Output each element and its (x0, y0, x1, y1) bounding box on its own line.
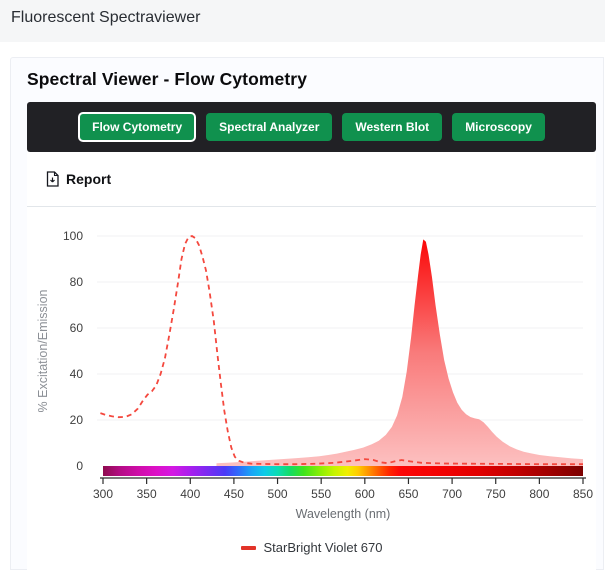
chart-gridlines (97, 235, 583, 421)
spectra-chart[interactable]: 300 350 400 450 500 550 600 650 700 750 800 850 0 20… (27, 215, 598, 527)
nav-button-western-blot[interactable]: Western Blot (342, 113, 443, 141)
chart-legend: StarBright Violet 670 (27, 540, 596, 555)
nav-button-microscopy[interactable]: Microscopy (452, 113, 545, 141)
y-tick-label: 60 (70, 321, 84, 335)
x-tick-label: 550 (311, 487, 331, 501)
file-download-icon (46, 171, 59, 187)
x-axis: 300 350 400 450 500 550 600 650 700 750 800 850 (93, 477, 593, 501)
y-tick-label: 20 (70, 413, 84, 427)
nav-button-flow-cytometry[interactable]: Flow Cytometry (78, 112, 197, 142)
emission-area (216, 239, 584, 466)
y-tick-label: 40 (70, 367, 84, 381)
x-tick-label: 800 (529, 487, 549, 501)
spectral-viewer-card: Spectral Viewer - Flow Cytometry Flow Cy… (10, 57, 604, 570)
x-tick-label: 700 (442, 487, 462, 501)
report-button[interactable]: Report (45, 171, 111, 187)
app-header: Fluorescent Spectraviewer (0, 0, 605, 42)
report-row: Report (27, 152, 596, 207)
x-axis-title: Wavelength (nm) (296, 507, 391, 521)
x-tick-label: 750 (486, 487, 506, 501)
y-tick-label: 80 (70, 275, 84, 289)
y-tick-label: 0 (76, 459, 83, 473)
x-tick-label: 600 (355, 487, 375, 501)
x-tick-label: 350 (137, 487, 157, 501)
x-tick-label: 500 (268, 487, 288, 501)
excitation-line (100, 235, 583, 466)
y-tick-label: 100 (63, 229, 83, 243)
x-tick-label: 850 (573, 487, 593, 501)
x-tick-label: 300 (93, 487, 113, 501)
content-panel: Report 300 350 400 450 500 550 600 650 700 750 800… (27, 152, 596, 570)
legend-item[interactable]: StarBright Violet 670 (240, 540, 383, 555)
legend-swatch (240, 545, 256, 550)
x-tick-label: 400 (180, 487, 200, 501)
nav-button-spectral-analyzer[interactable]: Spectral Analyzer (206, 113, 333, 141)
report-label: Report (66, 171, 112, 187)
legend-label: StarBright Violet 670 (263, 540, 383, 555)
card-title: Spectral Viewer - Flow Cytometry (27, 69, 308, 89)
mode-button-group: Flow Cytometry Spectral Analyzer Western B… (78, 112, 545, 142)
y-axis: 0 20 40 60 80 100 (63, 229, 83, 473)
app-title: Fluorescent Spectraviewer (11, 9, 201, 26)
mode-navbar: Flow Cytometry Spectral Analyzer Western B… (27, 102, 596, 152)
x-tick-label: 450 (224, 487, 244, 501)
x-tick-label: 650 (398, 487, 418, 501)
wavelength-colorbar (103, 466, 583, 476)
y-axis-title: % Excitation/Emission (36, 289, 50, 412)
